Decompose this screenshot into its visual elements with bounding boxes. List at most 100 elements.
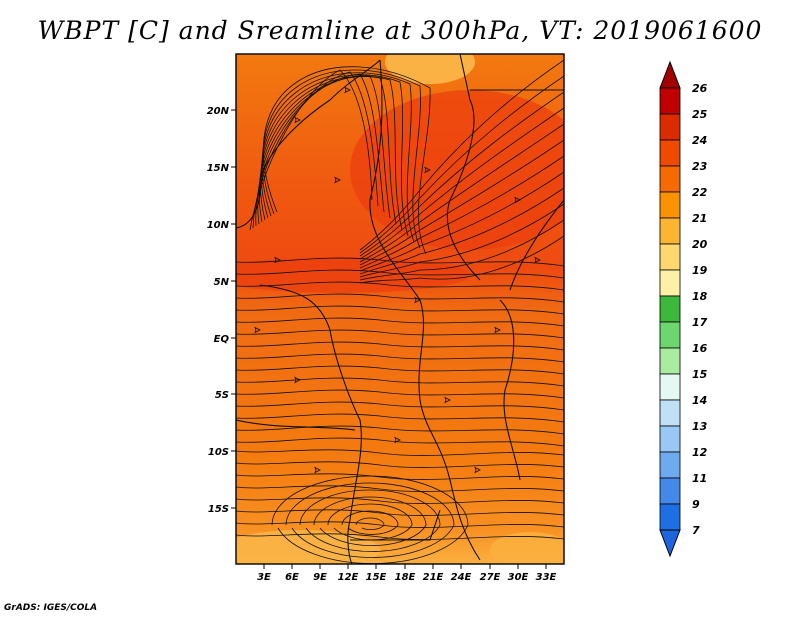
streamline xyxy=(314,466,321,474)
streamline xyxy=(236,449,564,456)
streamline xyxy=(294,116,301,124)
colorbar-cell xyxy=(659,503,681,531)
streamline xyxy=(236,353,564,363)
colorbar-label: 13 xyxy=(692,420,708,433)
streamline xyxy=(359,155,564,269)
streamline xyxy=(494,326,501,334)
country-borders xyxy=(236,54,564,564)
colorbar-cell xyxy=(659,451,681,479)
lon-label: 33E xyxy=(536,572,557,583)
streamline xyxy=(236,305,564,315)
streamline xyxy=(359,59,564,251)
streamline xyxy=(359,187,564,275)
colorbar-label: 25 xyxy=(692,108,708,121)
streamline xyxy=(359,171,564,272)
streamline xyxy=(236,509,564,516)
streamline xyxy=(294,376,301,384)
streamline xyxy=(334,176,341,184)
streamline xyxy=(236,413,564,423)
colorbar-label: 26 xyxy=(692,82,708,95)
streamline xyxy=(341,510,399,535)
colorbar-label: 22 xyxy=(692,186,708,199)
streamline xyxy=(236,521,564,528)
colorbar-bottom-arrow xyxy=(659,529,681,558)
colorbar-label: 7 xyxy=(692,524,700,537)
colorbar-label: 11 xyxy=(692,472,707,485)
streamline xyxy=(285,482,455,558)
colorbar-cell xyxy=(659,373,681,401)
map-plot-area xyxy=(235,53,565,565)
streamline xyxy=(236,497,564,504)
streamline xyxy=(236,329,564,339)
colorbar-cell xyxy=(659,347,681,375)
longitude-axis: 3E 6E 9E 12E 15E 18E 21E 24E 27E 30E 33E xyxy=(257,564,557,583)
streamline xyxy=(236,473,564,480)
lon-label: 6E xyxy=(285,572,299,583)
streamline xyxy=(249,69,373,231)
streamline xyxy=(359,235,564,284)
streamline xyxy=(262,69,421,249)
streamline xyxy=(414,296,421,304)
colorbar-label: 19 xyxy=(692,264,708,277)
streamline xyxy=(271,475,469,564)
streamline xyxy=(236,269,564,279)
lat-label: 5S xyxy=(215,390,229,401)
colorbar-label: 15 xyxy=(692,368,708,381)
streamline xyxy=(359,139,564,266)
streamline xyxy=(359,203,564,278)
lat-label: 15S xyxy=(208,504,229,515)
colorbar-cell xyxy=(659,113,681,141)
colorbar-label: 14 xyxy=(692,394,707,407)
lat-label: 5N xyxy=(214,277,230,288)
streamline xyxy=(474,466,481,474)
streamline xyxy=(236,533,564,540)
streamline xyxy=(359,75,564,254)
streamline xyxy=(259,75,403,231)
colorbar-cell xyxy=(659,321,681,349)
streamline xyxy=(236,281,564,291)
lon-label: 15E xyxy=(366,572,387,583)
map-frame xyxy=(235,53,565,565)
lon-label: 30E xyxy=(508,572,529,583)
streamline xyxy=(236,341,564,351)
colorbar-cell xyxy=(659,87,681,115)
latitude-axis: 20N 15N 10N 5N EQ 5S 10S 15S xyxy=(207,106,236,515)
colorbar: 26 25 24 23 22 21 20 19 18 17 16 15 14 13 12 11 9 7 xyxy=(659,60,708,558)
lat-label: EQ xyxy=(214,334,230,345)
colorbar-cell xyxy=(659,399,681,427)
streamline xyxy=(236,485,564,492)
lon-label: 18E xyxy=(395,572,416,583)
colorbar-cell xyxy=(659,425,681,453)
streamline xyxy=(359,91,564,257)
footer-credit: GrADS: IGES/COLA xyxy=(4,603,98,613)
colorbar-label: 9 xyxy=(692,498,700,511)
streamline xyxy=(236,461,564,468)
colorbar-cell xyxy=(659,165,681,193)
streamline xyxy=(299,489,441,552)
cool-patch-north xyxy=(385,54,475,84)
streamline xyxy=(355,517,385,530)
streamline xyxy=(313,496,427,546)
chart-title: WBPT [C] and Sreamline at 300hPa, VT: 20… xyxy=(37,16,763,45)
colorbar-label: 21 xyxy=(692,212,707,225)
cool-patch-southeast xyxy=(490,532,564,564)
streamline xyxy=(344,86,351,94)
streamline xyxy=(327,503,413,541)
streamline xyxy=(274,256,281,264)
streamline xyxy=(514,196,521,204)
streamline xyxy=(236,293,564,303)
streamline xyxy=(394,436,401,444)
colorbar-label: 17 xyxy=(692,316,708,329)
streamline xyxy=(254,326,261,334)
colorbar-cell xyxy=(659,217,681,245)
colorbar-cell xyxy=(659,139,681,167)
streamline xyxy=(236,437,564,447)
streamline xyxy=(359,107,564,260)
streamline xyxy=(263,66,431,255)
lon-label: 9E xyxy=(313,572,327,583)
colorbar-cell xyxy=(659,269,681,297)
lon-label: 3E xyxy=(257,572,271,583)
streamline xyxy=(534,256,541,264)
warm-band-north xyxy=(350,90,564,250)
